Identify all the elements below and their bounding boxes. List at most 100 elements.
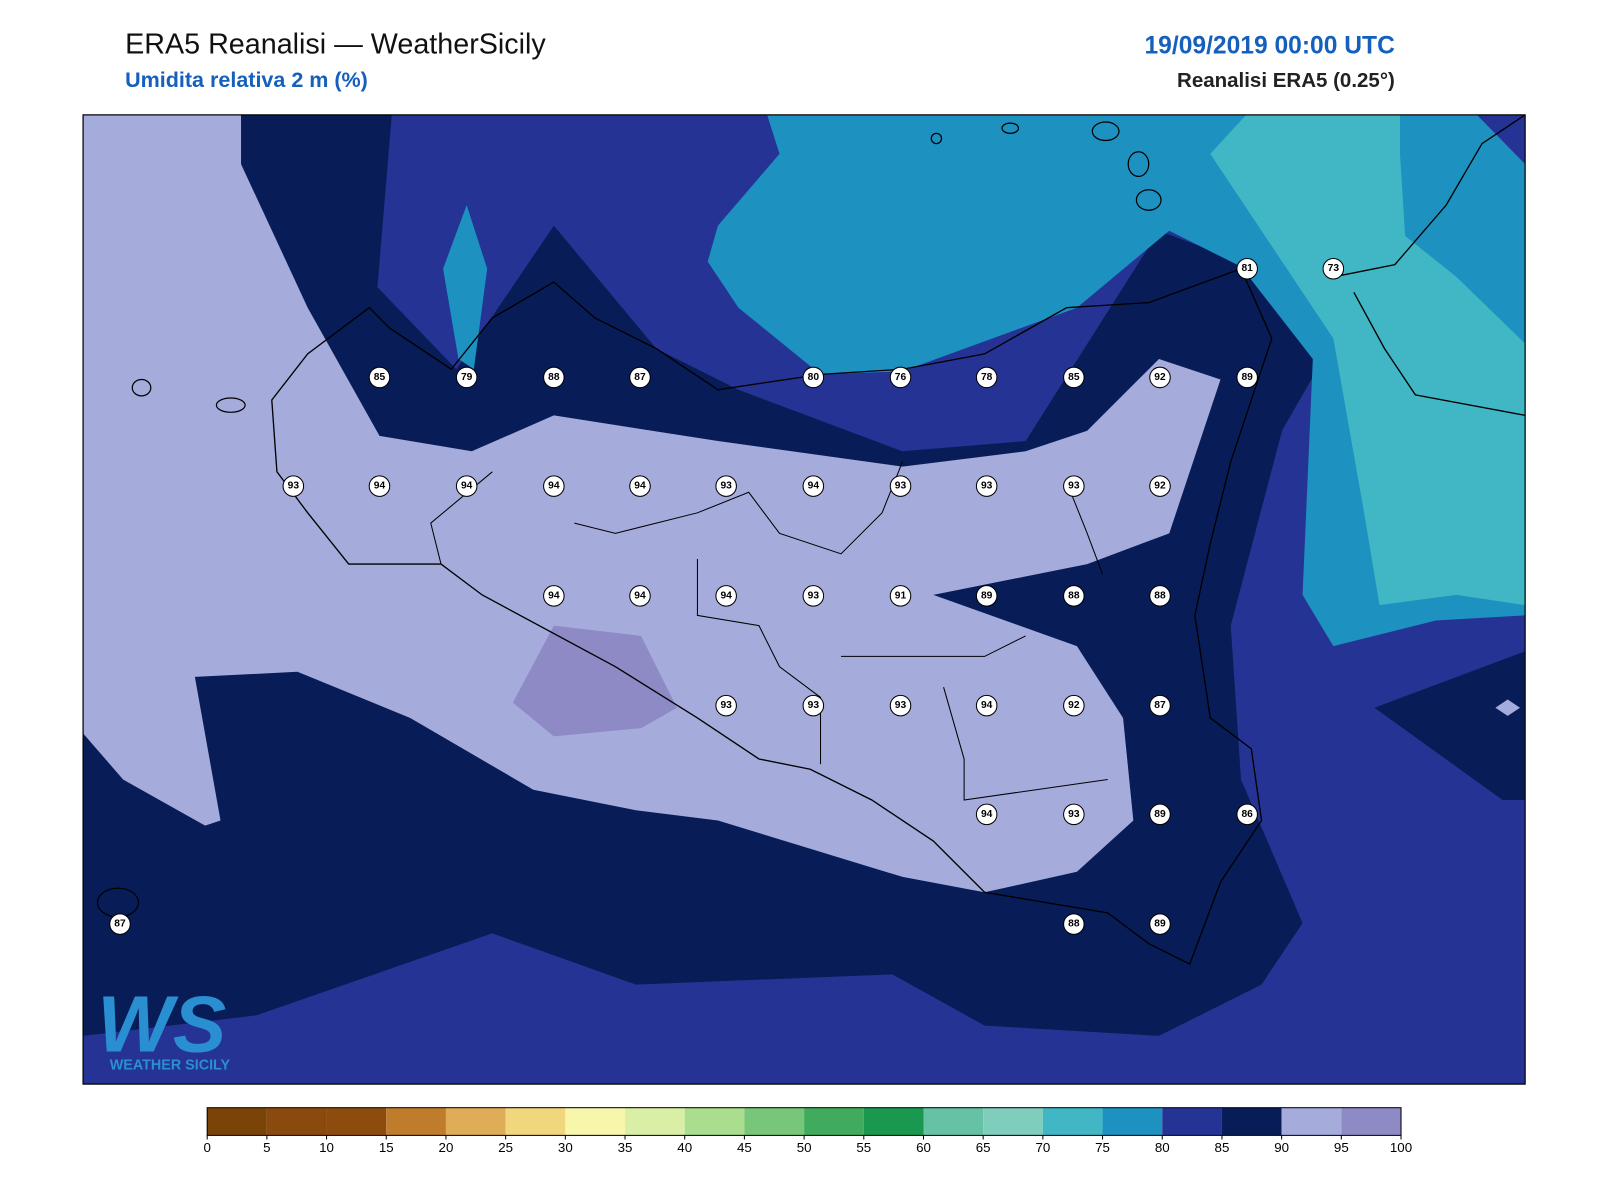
- station-value: 85: [374, 372, 386, 383]
- station-marker: [1149, 913, 1171, 935]
- station-value: 89: [1241, 372, 1253, 383]
- colorbar-swatch: [983, 1107, 1043, 1136]
- colorbar-tick-label: 80: [1155, 1140, 1170, 1155]
- station: 89: [1149, 803, 1171, 826]
- station: 73: [1322, 257, 1345, 280]
- station-marker: [1236, 257, 1258, 280]
- colorbar-tick-label: 15: [379, 1140, 394, 1155]
- colorbar-swatch: [565, 1107, 626, 1136]
- colorbar-tick-label: 25: [498, 1140, 513, 1155]
- station-value: 73: [1328, 263, 1340, 274]
- colorbar-swatch: [804, 1107, 864, 1136]
- map: 85 79 88 87 80 76 78 85 92 89 81 73 93 94 94 94 94 93 94 93…: [83, 114, 1526, 1085]
- station-value: 93: [895, 700, 907, 711]
- colorbar-tick-label: 0: [203, 1140, 210, 1155]
- station-marker: [282, 475, 305, 497]
- station-marker: [802, 366, 825, 389]
- station-value: 94: [461, 481, 473, 492]
- island: [1127, 151, 1150, 178]
- title: ERA5 Reanalisi — WeatherSicily: [125, 28, 546, 60]
- station-value: 87: [1154, 700, 1166, 711]
- station: 85: [1063, 366, 1085, 389]
- island: [131, 378, 152, 397]
- logo-name: WEATHER SICILY: [110, 1058, 231, 1074]
- colorbar-tick-label: 90: [1274, 1140, 1289, 1155]
- station-marker: [629, 475, 651, 497]
- station-marker: [975, 475, 998, 497]
- station-value: 87: [114, 919, 126, 930]
- colorbar-swatch: [1221, 1107, 1282, 1136]
- colorbar-tick-label: 75: [1095, 1140, 1110, 1155]
- field-90-95: [83, 114, 1221, 893]
- station-value: 85: [1068, 372, 1080, 383]
- station-marker: [802, 585, 825, 607]
- colorbar-swatch: [744, 1107, 805, 1136]
- station: 94: [975, 803, 998, 826]
- station: 93: [282, 475, 305, 497]
- station-marker: [889, 366, 912, 389]
- station: 87: [1149, 694, 1171, 717]
- station-value: 89: [1154, 809, 1166, 820]
- station-marker: [629, 366, 651, 389]
- island: [1091, 121, 1120, 142]
- logo: WS WEATHER SICILY: [97, 979, 230, 1073]
- colorbar-swatch: [1281, 1107, 1342, 1136]
- colorbar-swatch: [445, 1107, 506, 1136]
- station: 93: [802, 694, 825, 717]
- station-marker: [543, 475, 565, 497]
- station: 89: [975, 585, 998, 607]
- station-value: 94: [548, 590, 560, 601]
- station: 92: [1149, 366, 1171, 389]
- station-value: 87: [634, 372, 646, 383]
- colorbar-swatch: [266, 1107, 327, 1136]
- station: 94: [975, 694, 998, 717]
- coastline: [271, 267, 1273, 966]
- station-value: 94: [720, 590, 732, 601]
- station-value: 80: [808, 372, 820, 383]
- colorbar-swatch: [1042, 1107, 1103, 1136]
- station-value: 88: [1068, 919, 1080, 930]
- colorbar-swatch: [863, 1107, 924, 1136]
- station: 93: [889, 694, 912, 717]
- station-value: 93: [288, 481, 300, 492]
- colorbar-tick-label: 40: [677, 1140, 692, 1155]
- station: 91: [889, 585, 912, 607]
- station-value: 81: [1241, 263, 1253, 274]
- station-marker: [109, 913, 131, 935]
- station: 79: [455, 366, 478, 389]
- station-marker: [629, 585, 651, 607]
- station: 94: [629, 585, 651, 607]
- station-marker: [455, 366, 478, 389]
- station-marker: [889, 694, 912, 717]
- station: 93: [802, 585, 825, 607]
- station-value: 88: [1068, 590, 1080, 601]
- station-marker: [1149, 475, 1171, 497]
- station-marker: [368, 366, 391, 389]
- station-marker: [802, 694, 825, 717]
- station-value: 94: [548, 481, 560, 492]
- station-value: 89: [981, 590, 993, 601]
- station: 93: [715, 694, 737, 717]
- station: 93: [889, 475, 912, 497]
- station-value: 93: [1068, 481, 1080, 492]
- station-marker: [975, 694, 998, 717]
- station-value: 94: [634, 481, 646, 492]
- colorbar-swatch: [923, 1107, 984, 1136]
- station: 88: [543, 366, 565, 389]
- station: 94: [543, 585, 565, 607]
- station: 88: [1063, 913, 1085, 935]
- station: 89: [1149, 913, 1171, 935]
- station-marker: [975, 585, 998, 607]
- station-marker: [802, 475, 825, 497]
- field-85-90-east: [1374, 651, 1526, 800]
- field-75-80-spike: [443, 205, 488, 370]
- station: 93: [1063, 475, 1085, 497]
- station-marker: [715, 694, 737, 717]
- calabria-coast: [1333, 114, 1526, 417]
- station-value: 93: [720, 481, 732, 492]
- island: [930, 132, 943, 145]
- station-value: 94: [808, 481, 820, 492]
- station: 94: [629, 475, 651, 497]
